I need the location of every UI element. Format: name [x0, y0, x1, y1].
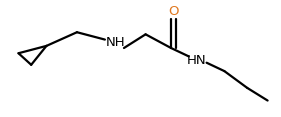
Text: NH: NH — [105, 36, 125, 49]
Text: O: O — [168, 5, 178, 18]
Text: HN: HN — [187, 54, 206, 67]
